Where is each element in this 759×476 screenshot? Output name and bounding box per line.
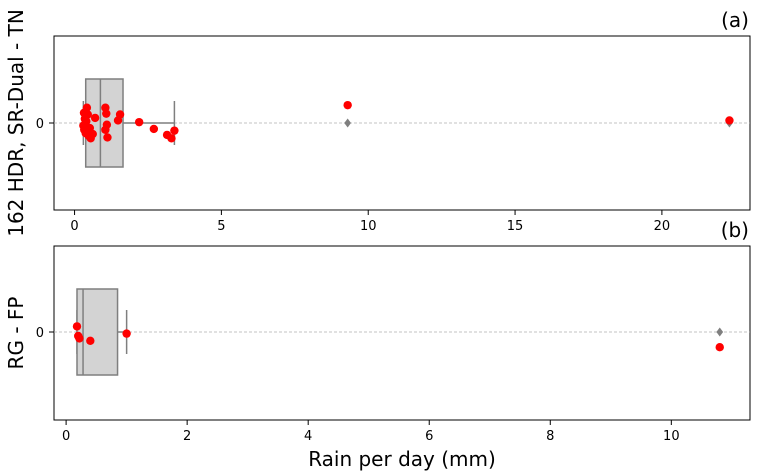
panel-b-ylabel: RG - FP (4, 297, 28, 370)
panel-a-x-axis: 0 5 10 15 20 (70, 210, 670, 234)
panel-b-label: (b) (721, 218, 749, 242)
panel-b-x-axis: 0 2 4 6 8 10 (62, 420, 680, 444)
x-tick-label: 10 (360, 219, 377, 234)
data-point (122, 329, 131, 338)
data-point (88, 129, 97, 139)
x-tick-label: 8 (546, 429, 554, 444)
data-point (82, 103, 92, 112)
data-point (83, 110, 92, 119)
data-point (72, 322, 82, 331)
data-point (101, 125, 110, 134)
x-tick-label: 5 (217, 219, 225, 234)
outlier-marker (344, 118, 352, 128)
data-point (149, 124, 159, 134)
panel-b-y-tick-label: 0 (36, 326, 44, 341)
data-point (90, 113, 100, 123)
data-point (715, 343, 724, 352)
x-tick-label: 4 (304, 429, 312, 444)
data-point (167, 134, 176, 143)
panel-b-xlabel: Rain per day (mm) (308, 447, 496, 471)
panel-a-points (79, 100, 734, 143)
x-tick-label: 2 (183, 429, 191, 444)
x-tick-label: 10 (663, 429, 680, 444)
data-point (82, 117, 91, 126)
data-point (170, 126, 179, 135)
data-point (134, 117, 144, 127)
panel-b-points (72, 322, 724, 352)
x-tick-label: 0 (62, 429, 70, 444)
panel-b-plot-area (53, 245, 751, 421)
data-point (115, 110, 125, 119)
data-point (725, 116, 734, 125)
data-point (103, 133, 112, 142)
x-tick-label: 6 (425, 429, 433, 444)
x-tick-label: 20 (654, 219, 671, 234)
x-tick-label: 0 (70, 219, 78, 234)
panel-a-label: (a) (721, 8, 749, 32)
panel-b: (b) RG - FP 0 0 2 4 6 8 10 Rain per day (mm) (4, 218, 751, 471)
data-point (102, 109, 111, 118)
panel-a: (a) 162 HDR, SR-Dual - TN 0 0 5 10 15 20 (4, 8, 751, 237)
x-tick-label: 15 (507, 219, 524, 234)
data-point (75, 334, 84, 343)
panel-a-y-tick-label: 0 (36, 117, 44, 132)
data-point (86, 336, 95, 345)
outlier-marker (716, 327, 724, 337)
panel-a-ylabel: 162 HDR, SR-Dual - TN (4, 9, 28, 237)
data-point (343, 100, 352, 110)
